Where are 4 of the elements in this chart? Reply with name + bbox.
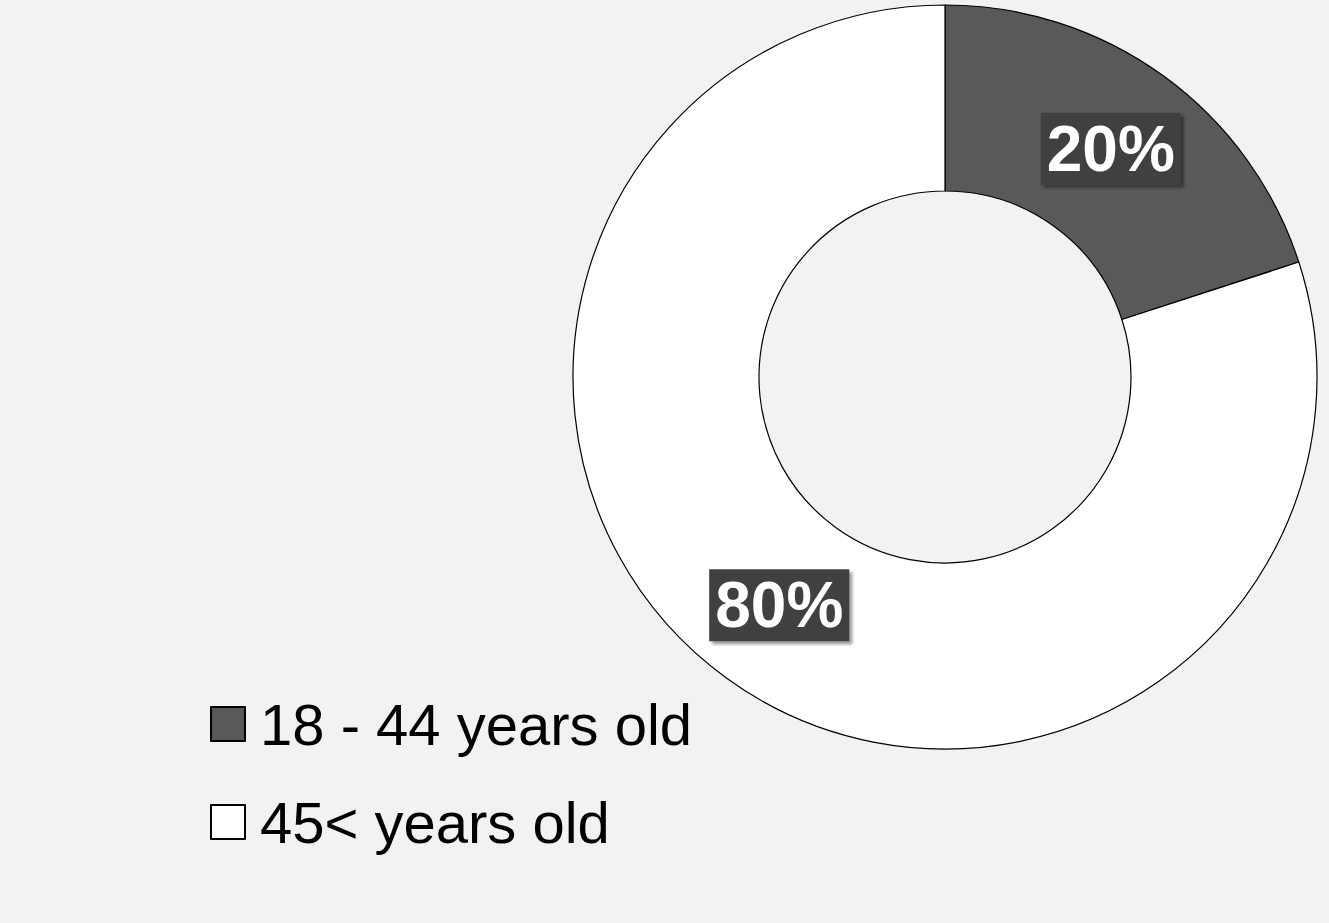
- legend-label: 45< years old: [260, 789, 610, 855]
- legend-label: 18 - 44 years old: [260, 691, 693, 757]
- data-label: 80%: [715, 569, 844, 642]
- data-label: 20%: [1046, 112, 1175, 185]
